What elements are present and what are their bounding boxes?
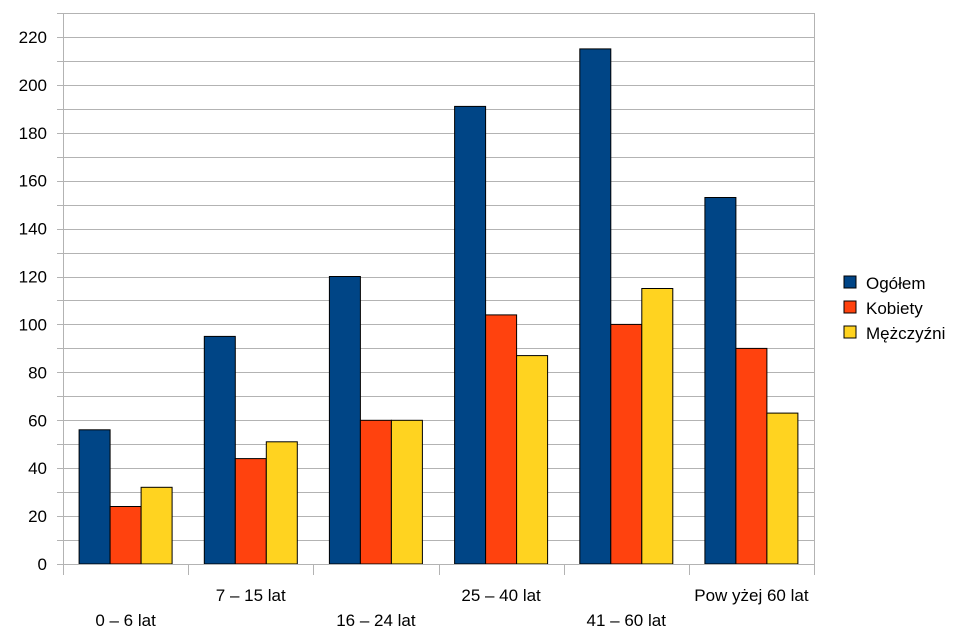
bar-ogółem-1	[203, 335, 236, 565]
bar-mężczyźni-4	[641, 288, 674, 565]
x-tick-label: 25 – 40 lat	[461, 586, 541, 605]
bar-ogółem-3	[454, 105, 487, 565]
bars	[78, 48, 799, 565]
x-tick-label: Pow yżej 60 lat	[694, 586, 809, 605]
bar-mężczyźni-0	[140, 486, 173, 565]
y-tick-label: 220	[19, 28, 47, 47]
y-tick-label: 160	[19, 172, 47, 191]
bar-kobiety-0	[109, 506, 142, 565]
legend-label: Mężczyźni	[866, 324, 945, 343]
bar-kobiety-4	[610, 323, 643, 565]
y-tick-label: 180	[19, 124, 47, 143]
legend: Ogółem Kobiety Mężczyźni	[843, 274, 945, 343]
x-tick-labels: 0 – 6 lat 7 – 15 lat 16 – 24 lat 25 – 40 la…	[95, 586, 809, 630]
bar-ogółem-4	[579, 48, 612, 565]
gridlines	[63, 13, 814, 541]
bar-ogółem-2	[328, 276, 361, 565]
axes	[57, 13, 815, 575]
legend-swatch-kobiety	[843, 300, 857, 314]
legend-swatch-mężczyźni	[843, 325, 857, 339]
y-tick-label: 120	[19, 268, 47, 287]
x-tick-label: 16 – 24 lat	[336, 611, 416, 630]
bar-ogółem-5	[704, 197, 737, 565]
x-tick-label: 0 – 6 lat	[95, 611, 156, 630]
y-tick-labels: 0 20 40 60 80 100 120 140 160 180 200 220	[19, 28, 47, 574]
y-tick-label: 20	[28, 507, 47, 526]
bar-kobiety-2	[359, 419, 392, 565]
bar-mężczyźni-3	[516, 355, 549, 565]
y-tick-label: 140	[19, 220, 47, 239]
bar-mężczyźni-1	[265, 441, 298, 565]
y-tick-label: 200	[19, 76, 47, 95]
y-tick-label: 100	[19, 315, 47, 334]
legend-label: Ogółem	[866, 274, 926, 293]
bar-mężczyźni-2	[390, 419, 423, 565]
legend-label: Kobiety	[866, 299, 923, 318]
bar-kobiety-1	[234, 458, 267, 565]
bar-ogółem-0	[78, 429, 111, 565]
x-tick-label: 7 – 15 lat	[216, 586, 286, 605]
x-tick-label: 41 – 60 lat	[587, 611, 667, 630]
y-tick-label: 0	[38, 555, 47, 574]
bar-kobiety-3	[485, 314, 518, 565]
y-tick-label: 60	[28, 411, 47, 430]
legend-swatch-ogółem	[843, 275, 857, 289]
bar-kobiety-5	[735, 347, 768, 565]
y-tick-label: 80	[28, 363, 47, 382]
bar-mężczyźni-5	[766, 412, 799, 565]
y-tick-label: 40	[28, 459, 47, 478]
